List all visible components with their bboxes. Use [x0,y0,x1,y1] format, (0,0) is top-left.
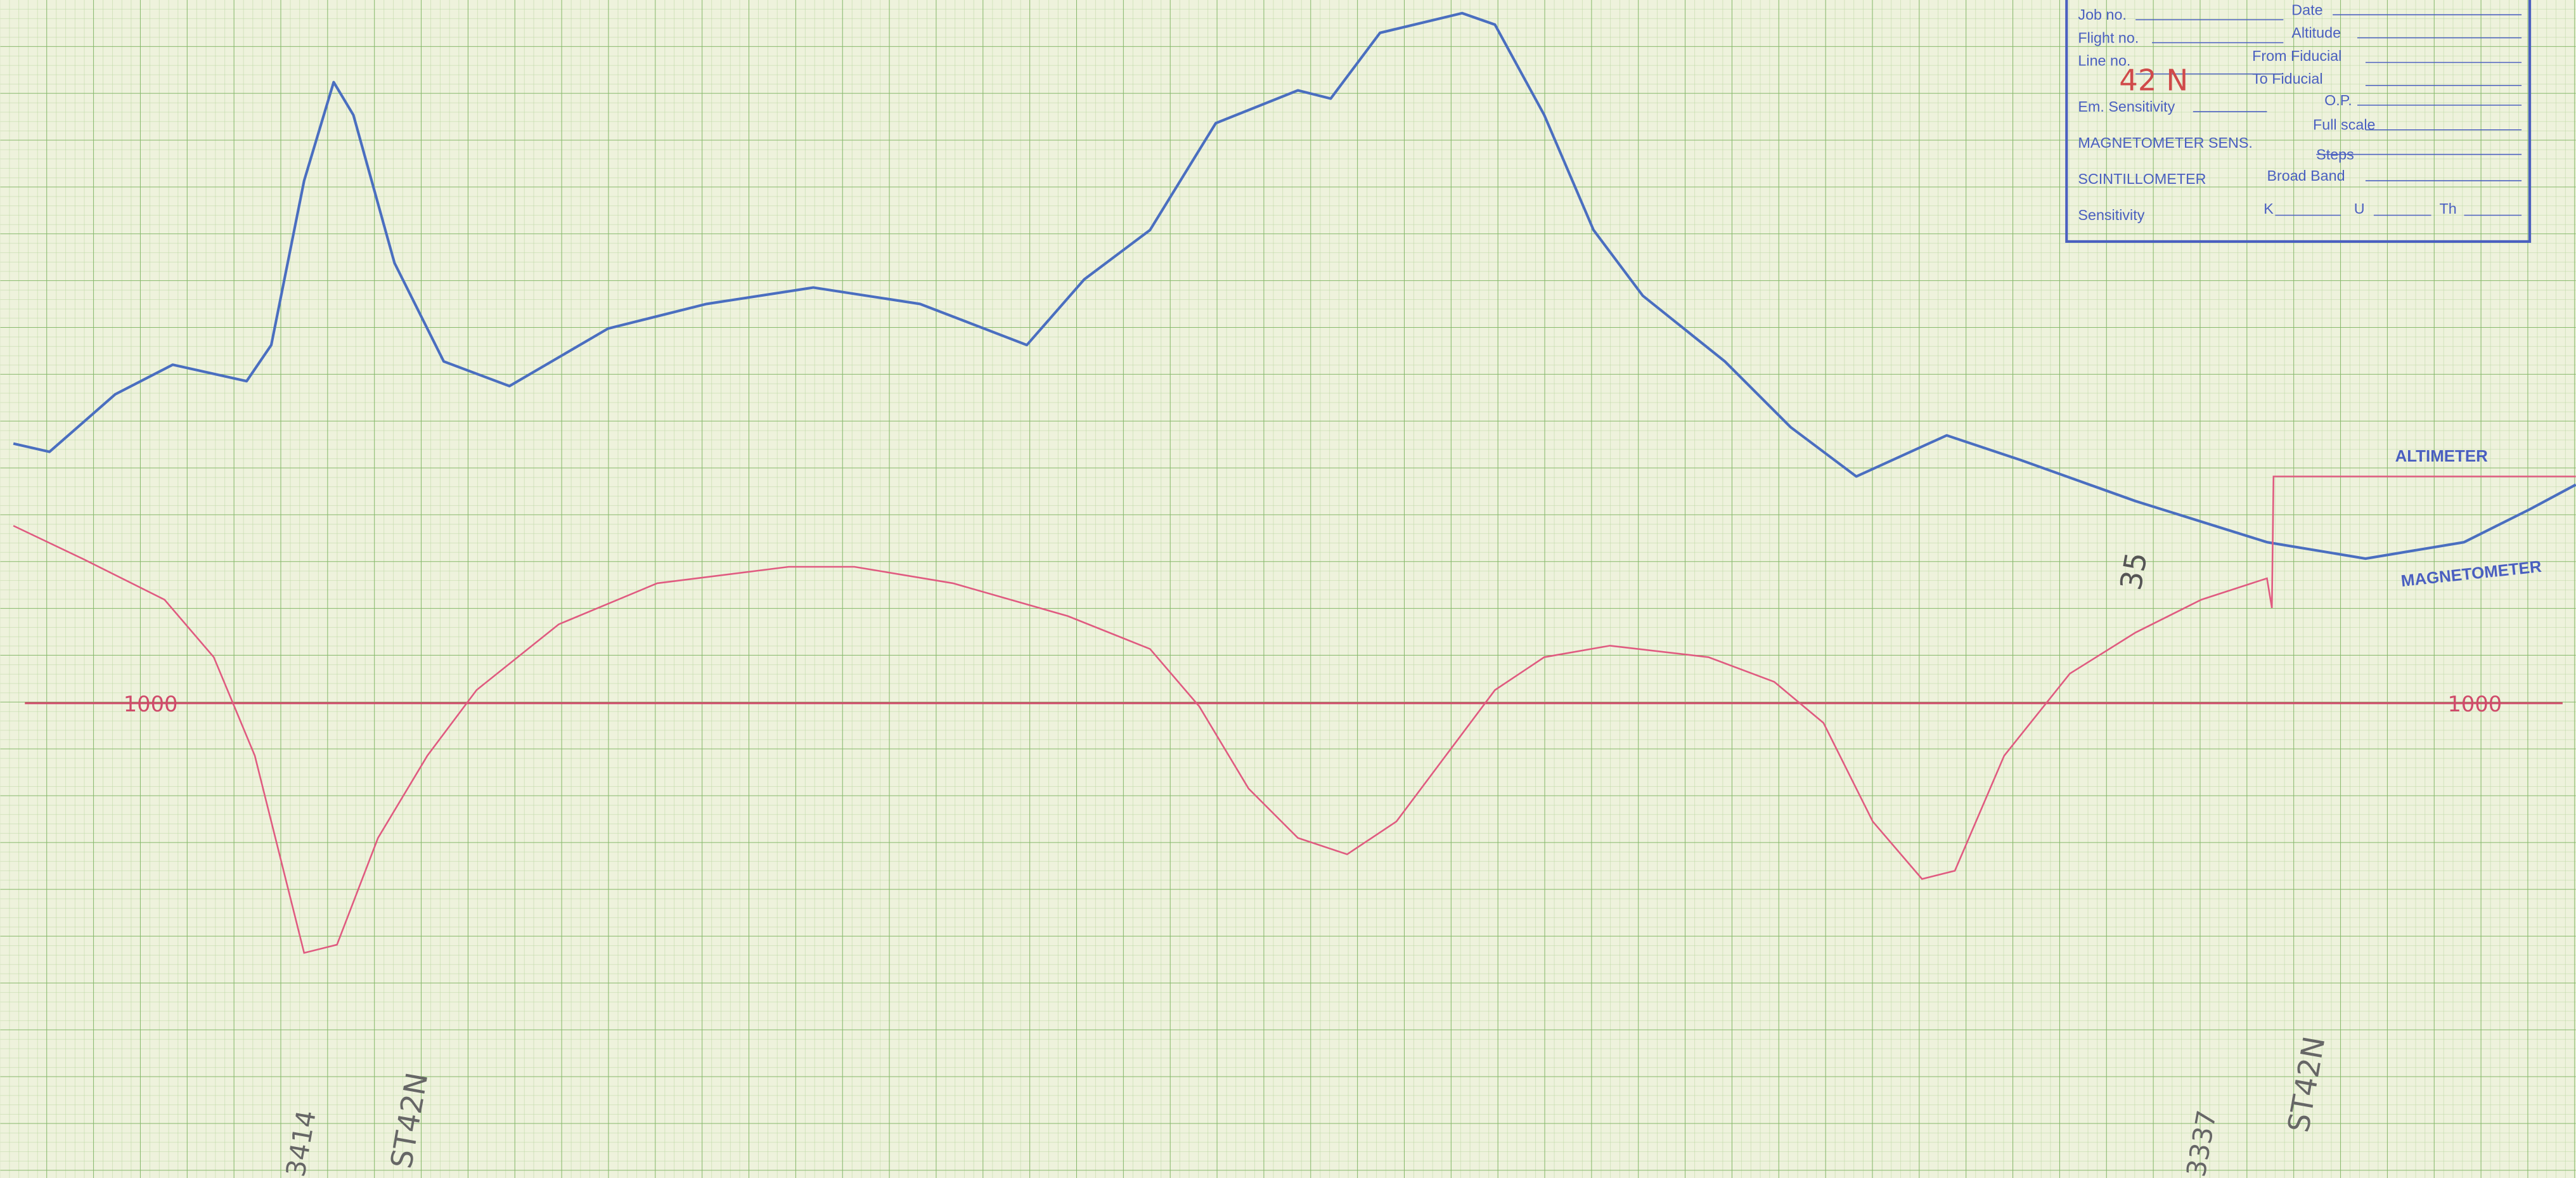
stamp-field: MAGNETOMETER SENS. [2078,134,2252,151]
stamp-field: Line no. [2078,53,2130,69]
stamp-field: Date [2291,1,2322,18]
stamp-field: Sensitivity [2078,207,2144,223]
stamp-field: Flight no. [2078,29,2139,46]
altimeter-label: ALTIMETER [2395,448,2489,465]
scintillometer-trace [13,525,2273,954]
stamp-field: Full scale [2313,117,2375,133]
stamp-border [2065,0,2532,243]
reference-label: 1000 [2447,692,2502,716]
stamp-field: To Fiducial [2252,70,2322,87]
stamp-field: From Fiducial [2252,48,2341,64]
stamp-field: Broad Band [2267,167,2345,184]
stamp-field: SCINTILLOMETER [2078,171,2206,187]
handwritten-mark: 35 [2114,550,2154,593]
stamp-field: Th [2440,200,2457,217]
reference-label: 1000 [124,692,178,716]
stamp-field: O.P. [2324,92,2352,108]
magnetometer-trace [13,11,2576,560]
line-number: 42 N [2119,63,2188,98]
stamp-field: U [2354,200,2365,217]
stamp-field: Job no. [2078,6,2126,23]
stamp-field: Steps [2316,146,2354,162]
stamp-field: Altitude [2291,25,2341,41]
stamp: Job no. Date Flight no. Altitude Line no… [2065,0,2532,243]
stamp-field: Em. Sensitivity [2078,98,2175,115]
stamp-field: K [2264,200,2274,217]
altimeter-trace [2270,476,2576,608]
